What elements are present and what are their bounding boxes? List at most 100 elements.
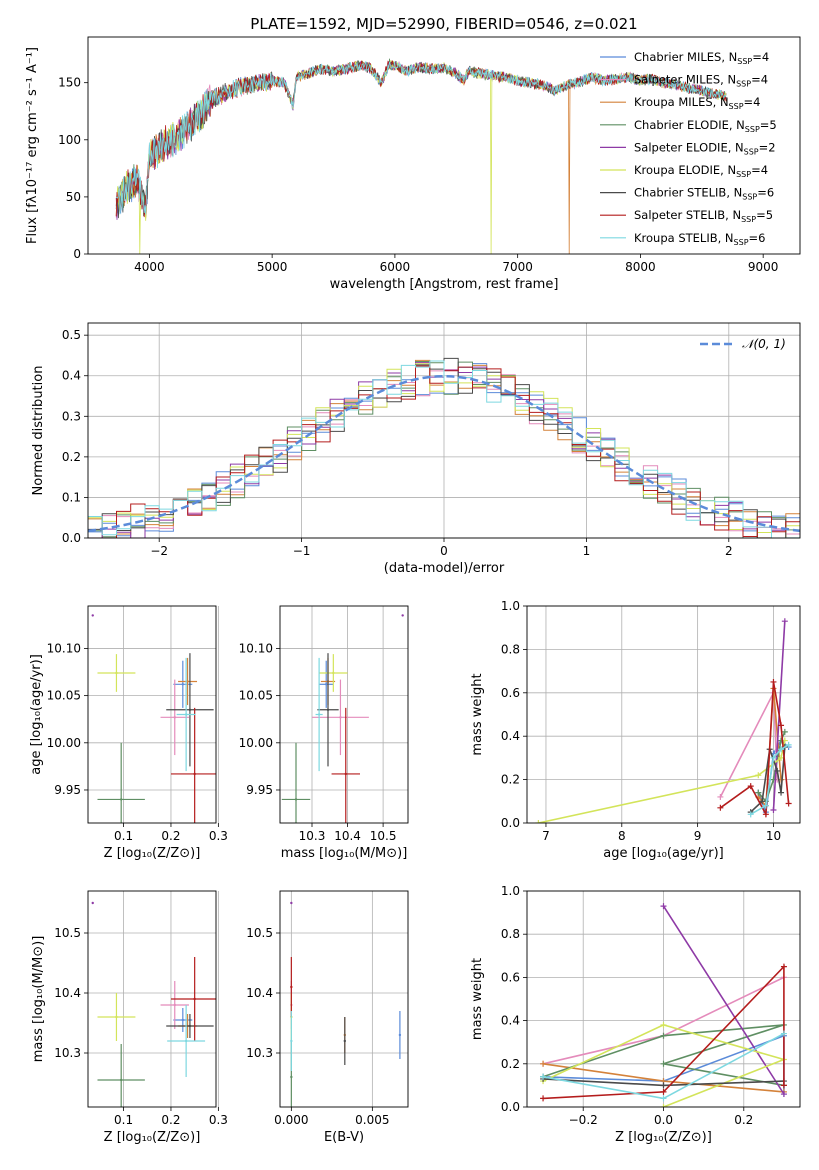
data-point (344, 772, 347, 776)
data-point (332, 671, 335, 675)
data-point (401, 614, 404, 617)
data-point (325, 683, 328, 686)
data-point (119, 798, 123, 801)
data-point (173, 716, 176, 719)
weight-marker (660, 1082, 667, 1089)
weight-marker (540, 1060, 547, 1067)
weight-marker (778, 746, 785, 753)
x-tick-label: 0.1 (114, 829, 133, 843)
legend-label: Chabrier ELODIE, NSSP=5 (634, 118, 777, 134)
x-axis-label: E(B-V) (324, 1130, 364, 1145)
y-tick-label: 0 (73, 247, 81, 261)
axes-frame (87, 605, 217, 824)
y-tick-label: 9.95 (54, 783, 81, 797)
spectrum-line (116, 61, 727, 215)
legend-subscript: SSP (736, 80, 751, 89)
data-point (193, 772, 196, 776)
legend-value: =6 (757, 186, 774, 200)
y-tick-label: 50 (66, 190, 81, 204)
y-tick-label: 0.5 (62, 328, 81, 342)
y-tick-label: 1.0 (501, 884, 520, 898)
legend-label: 𝒩(0, 1) (742, 337, 786, 351)
axes-frame (87, 890, 217, 1108)
y-tick-label: 10.4 (246, 986, 273, 1000)
legend-subscript: SSP (736, 170, 751, 179)
y-tick-label: 10.10 (239, 641, 273, 655)
data-point (119, 1078, 123, 1082)
y-tick-label: 10.3 (54, 1046, 81, 1060)
plot-area-age-vs-Z (91, 614, 216, 823)
y-tick-label: 0.8 (501, 927, 520, 941)
data-point (181, 1018, 185, 1022)
y-tick-label: 10.10 (47, 641, 81, 655)
x-tick-label: 9 (694, 829, 702, 843)
panel-mass-vs-Z: 0.1 0.2 0.3 10.3 10.4 10.5 Z [log₁₀(Z/Z⊙)] mass… (31, 890, 228, 1145)
x-tick-label: 0.3 (209, 1113, 228, 1127)
y-tick-label: 0.2 (501, 1057, 520, 1071)
legend-value: =4 (752, 50, 769, 64)
weight-marker (535, 820, 542, 823)
legend-label: Salpeter STELIB, NSSP=5 (634, 208, 773, 224)
histogram-step (88, 360, 800, 538)
axes-frame (87, 36, 801, 255)
axes-frame (526, 605, 801, 824)
weight-marker (780, 1091, 787, 1098)
legend-label: Kroupa MILES, NSSP=4 (634, 95, 760, 111)
data-point (115, 671, 118, 675)
panel-spectrum: 4000 5000 6000 7000 8000 9000 0 50 100 150 wavelen… (25, 36, 801, 292)
y-tick-label: 0.4 (501, 1014, 520, 1028)
data-point (193, 997, 196, 1001)
weight-marker (781, 618, 788, 625)
data-point (290, 1039, 293, 1043)
x-tick-label: 8000 (625, 260, 656, 274)
weight-marker (755, 772, 762, 779)
x-tick-label: 5000 (257, 260, 288, 274)
legend-value: =2 (759, 140, 776, 154)
plot-area-weight-vs-age (535, 618, 792, 823)
panel-age-vs-Z: 0.1 0.2 0.3 9.95 10.00 10.05 10.10 Z [log₁₀(Z/Z… (29, 605, 228, 861)
x-tick-label: 7 (542, 829, 550, 843)
y-tick-label: 150 (58, 76, 81, 90)
weight-marker (762, 811, 769, 818)
data-point (115, 1015, 118, 1019)
axes-frame (526, 890, 801, 1108)
y-tick-label: 0.4 (62, 369, 81, 383)
axes-frame (279, 605, 409, 824)
x-axis-label: Z [log₁₀(Z/Z⊙)] (615, 1130, 712, 1145)
plot-area-spectrum (115, 58, 727, 254)
y-tick-label: 0.0 (62, 531, 81, 545)
weight-marker (660, 1060, 667, 1067)
data-point (339, 716, 342, 719)
y-tick-label: 0.3 (62, 409, 81, 423)
x-axis-label: mass [log₁₀(M/M⊙)] (281, 846, 408, 861)
x-tick-label: 10 (766, 829, 781, 843)
panel-weight-vs-Z: −0.2 0.0 0.2 0.0 0.2 0.4 0.6 0.8 1.0 Z [log₁₀(Z/Z… (470, 884, 801, 1145)
y-tick-label: 0.6 (501, 686, 520, 700)
y-axis-label: Normed distribution (31, 366, 46, 496)
data-point (173, 1003, 176, 1007)
y-tick-label: 0.4 (501, 729, 520, 743)
weight-marker (778, 722, 785, 729)
weight-marker (747, 811, 754, 818)
y-tick-label: 0.2 (501, 773, 520, 787)
legend-value: =4 (751, 73, 768, 87)
x-tick-label: 0.3 (209, 829, 228, 843)
weight-marker (660, 903, 667, 910)
plot-area-residuals (88, 357, 800, 538)
legend-label: Chabrier STELIB, NSSP=6 (634, 186, 774, 202)
x-tick-label: 10.3 (299, 829, 326, 843)
data-point (294, 798, 298, 801)
weight-marker (780, 1030, 787, 1037)
weight-line (662, 905, 785, 1095)
data-point (184, 1039, 188, 1043)
x-tick-label: 10.5 (370, 829, 397, 843)
data-point (188, 708, 192, 711)
weight-marker (660, 1095, 667, 1102)
weight-marker (717, 793, 724, 800)
x-tick-label: 0.005 (355, 1113, 389, 1127)
figure-title: PLATE=1592, MJD=52990, FIBERID=0546, z=0… (250, 15, 637, 33)
weight-marker (660, 1104, 667, 1107)
data-point (317, 713, 321, 716)
data-point (290, 901, 293, 905)
axes-frame (279, 890, 409, 1108)
